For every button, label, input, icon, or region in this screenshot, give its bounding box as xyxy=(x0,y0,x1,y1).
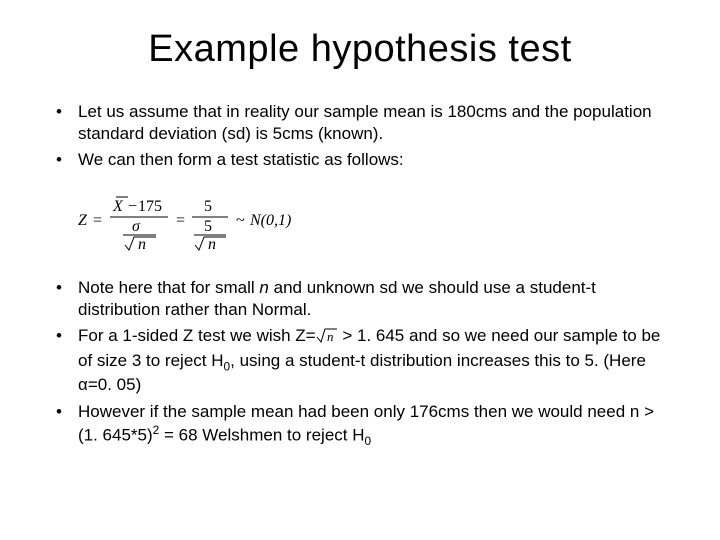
formula-xbar: X xyxy=(112,198,124,215)
bullet-item: However if the sample mean had been only… xyxy=(50,401,670,450)
formula-sqrtn-1: n xyxy=(138,236,146,251)
formula-dist: N(0,1) xyxy=(249,212,291,229)
equals-sign: = xyxy=(93,212,102,229)
sqrt-arg: n xyxy=(327,329,334,343)
equals-sign-2: = xyxy=(176,212,185,229)
formula-minus: − xyxy=(128,198,137,215)
subscript-zero: 0 xyxy=(365,434,372,448)
bullet-item: Let us assume that in reality our sample… xyxy=(50,101,670,145)
text: For a 1-sided Z test we wish Z= xyxy=(78,326,316,345)
text: Note here that for small xyxy=(78,278,259,297)
formula-175: 175 xyxy=(138,198,162,215)
formula-den5: 5 xyxy=(204,218,212,235)
formula-svg: Z = X − 175 σ n = 5 xyxy=(78,193,338,251)
slide: Example hypothesis test Let us assume th… xyxy=(0,0,720,540)
bullets-bottom: Note here that for small n and unknown s… xyxy=(50,277,670,449)
italic-n: n xyxy=(259,278,268,297)
formula-sigma: σ xyxy=(132,218,141,235)
formula-Z: Z xyxy=(78,212,88,229)
bullet-item: For a 1-sided Z test we wish Z=n > 1. 64… xyxy=(50,325,670,396)
formula-num5: 5 xyxy=(204,198,212,215)
formula-block: Z = X − 175 σ n = 5 xyxy=(78,193,670,251)
text: = 68 Welshmen to reject H xyxy=(159,425,364,444)
sqrt-n-inline: n xyxy=(316,327,338,349)
bullet-item: We can then form a test statistic as fol… xyxy=(50,149,670,171)
formula-sqrtn-2: n xyxy=(208,236,216,251)
bullets-top: Let us assume that in reality our sample… xyxy=(50,101,670,171)
bullet-item: Note here that for small n and unknown s… xyxy=(50,277,670,321)
slide-title: Example hypothesis test xyxy=(50,28,670,71)
tilde: ~ xyxy=(236,212,245,229)
